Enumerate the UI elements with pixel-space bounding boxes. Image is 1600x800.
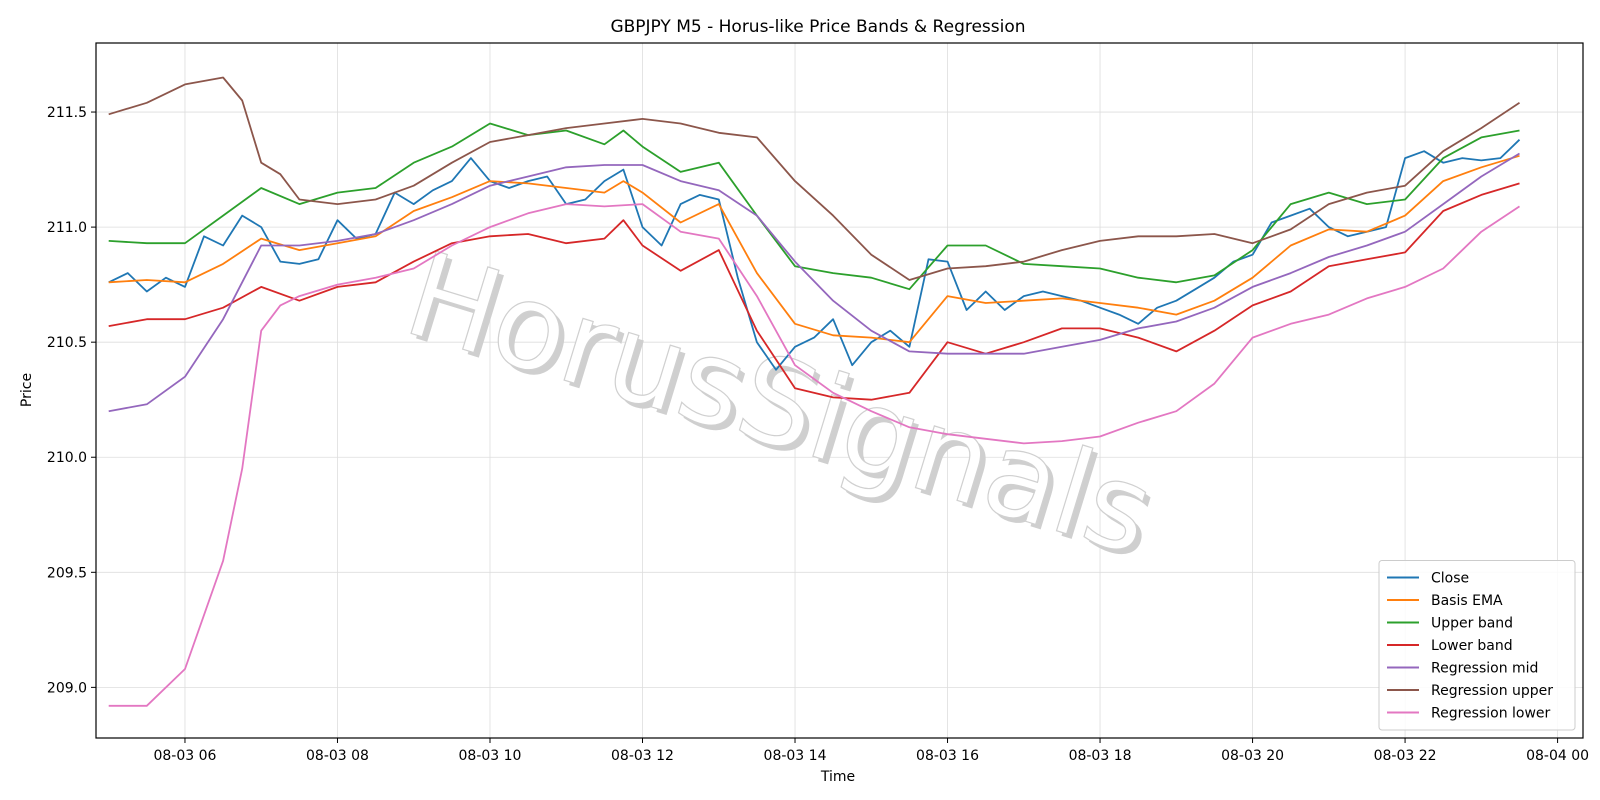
series-line-upper-band <box>108 122 1520 291</box>
y-tick-label: 211.0 <box>47 220 87 236</box>
legend-label: Regression lower <box>1431 706 1551 722</box>
plot-frame <box>95 42 1584 739</box>
legend-label: Lower band <box>1431 638 1513 654</box>
series-line-lower-band <box>108 182 1520 401</box>
legend-label: Regression mid <box>1431 661 1538 677</box>
legend: Close Basis EMA Upper band Lower band Regres… <box>1378 560 1576 731</box>
chart-title: GBPJPY M5 - Horus-like Price Bands & Reg… <box>610 17 1025 37</box>
x-tick-label: 08-04 00 <box>1526 748 1589 764</box>
series-lines <box>108 76 1521 707</box>
series-line-regression-upper <box>108 76 1520 281</box>
legend-label: Close <box>1431 571 1469 587</box>
y-axis-title: Price <box>19 373 35 407</box>
series-line-close <box>108 139 1521 371</box>
x-axis-title: Time <box>820 769 855 785</box>
x-tick-label: 08-03 06 <box>153 748 216 764</box>
legend-box <box>1378 560 1576 731</box>
x-tick-label: 08-03 14 <box>764 748 827 764</box>
y-tick-label: 209.5 <box>47 565 87 581</box>
y-tick-label: 209.0 <box>47 680 87 696</box>
x-tick-label: 08-03 20 <box>1221 748 1284 764</box>
y-axis-ticks: 209.0 209.5 210.0 210.5 211.0 211.5 <box>47 105 96 696</box>
series-line-regression-lower <box>108 203 1520 707</box>
x-tick-label: 08-03 18 <box>1069 748 1132 764</box>
y-tick-label: 211.5 <box>47 105 87 121</box>
x-tick-label: 08-03 12 <box>611 748 674 764</box>
x-tick-label: 08-03 22 <box>1374 748 1437 764</box>
series-line-basis-ema <box>108 154 1520 344</box>
x-tick-label: 08-03 16 <box>916 748 979 764</box>
x-tick-label: 08-03 10 <box>459 748 522 764</box>
y-tick-label: 210.5 <box>47 335 87 351</box>
y-tick-label: 210.0 <box>47 450 87 466</box>
x-axis-ticks: 08-03 06 08-03 08 08-03 10 08-03 12 08-03 14… <box>153 738 1589 764</box>
legend-label: Basis EMA <box>1431 593 1503 609</box>
series-line-regression-mid <box>108 152 1520 413</box>
legend-label: Upper band <box>1431 616 1513 632</box>
legend-label: Regression upper <box>1431 683 1553 699</box>
x-tick-label: 08-03 08 <box>306 748 369 764</box>
